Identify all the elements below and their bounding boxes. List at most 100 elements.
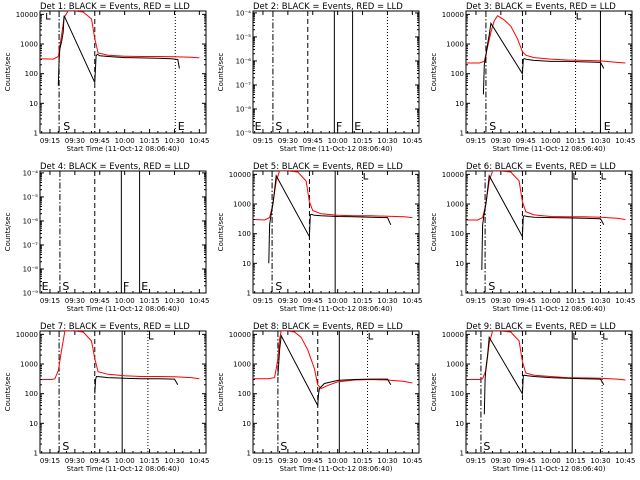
x-tick-label: 10:30: [590, 137, 610, 145]
x-tick-label: 09:45: [516, 457, 536, 465]
x-tick-label: 10:45: [615, 137, 635, 145]
y-tick-label: 1000: [446, 361, 464, 369]
x-tick-label: 10:45: [615, 297, 635, 305]
lld-series-line: [40, 11, 200, 60]
x-tick-label: 10:00: [541, 457, 561, 465]
marker-label: E: [141, 280, 148, 293]
x-tick-label: 09:30: [278, 457, 298, 465]
y-tick-label: 100: [451, 390, 464, 398]
panel-title: Det 3: BLACK = Events, RED = LLD: [466, 2, 616, 12]
x-tick-label: 10:30: [164, 297, 184, 305]
marker-hook: [603, 333, 608, 340]
y-tick-label: 1000: [446, 41, 464, 49]
x-tick-label: 10:15: [352, 457, 372, 465]
marker-hook: [573, 333, 578, 340]
x-tick-label: 09:30: [491, 297, 511, 305]
x-tick-label: 09:30: [491, 457, 511, 465]
y-tick-label: 10: [455, 100, 464, 108]
x-tick-label: 10:15: [352, 137, 372, 145]
y-tick-label: 10000: [442, 171, 464, 179]
x-tick-label: 09:45: [303, 457, 323, 465]
y-tick-label: 1: [460, 130, 464, 138]
plot-frame: [465, 170, 633, 294]
y-axis-label: Counts/sec: [4, 373, 12, 412]
y-tick-label: 1: [34, 130, 38, 138]
x-axis-label: Start Time (11-Oct-12 08:06:40): [280, 305, 393, 313]
y-tick-label: 100: [451, 70, 464, 78]
marker-label: E: [354, 120, 361, 133]
x-tick-label: 10:30: [377, 137, 397, 145]
x-tick-label: 10:15: [565, 137, 585, 145]
marker-label: S: [275, 280, 282, 293]
y-axis-label: Counts/sec: [430, 373, 438, 412]
plot-frame: [39, 170, 207, 294]
y-tick-label: 1000: [233, 361, 251, 369]
x-axis-label: Start Time (11-Oct-12 08:06:40): [67, 305, 180, 313]
plot-frame: [252, 330, 420, 454]
marker-label: S: [489, 120, 496, 133]
x-tick-label: 09:30: [278, 297, 298, 305]
plot-frame: [39, 330, 207, 454]
marker-label: S: [62, 280, 69, 293]
x-tick-label: 10:00: [541, 297, 561, 305]
y-axis-label: Counts/sec: [217, 213, 225, 252]
panel-det-8: Det 8: BLACK = Events, RED = LLD S 1 10 100 1…: [217, 322, 422, 473]
lld-series-line: [466, 15, 626, 64]
y-tick-label: 1: [34, 450, 38, 458]
plot-area: S: [253, 331, 413, 453]
panel-det-7: Det 7: BLACK = Events, RED = LLD S 1 10 100 1…: [4, 322, 209, 473]
y-tick-label: 10⁻⁵: [23, 193, 39, 201]
plot-area: S: [466, 331, 626, 453]
panel-det-5: Det 5: BLACK = Events, RED = LLD S 1 10 100 1…: [217, 162, 422, 313]
y-tick-label: 100: [451, 230, 464, 238]
x-axis-label: Start Time (11-Oct-12 08:06:40): [280, 145, 393, 153]
x-tick-label: 10:00: [115, 457, 135, 465]
x-tick-label: 10:30: [590, 457, 610, 465]
marker-hook: [363, 173, 369, 180]
y-tick-label: 10⁻⁷: [23, 241, 39, 249]
y-tick-label: 1: [247, 450, 251, 458]
x-tick-label: 10:00: [541, 137, 561, 145]
y-tick-label: 10: [29, 420, 38, 428]
x-tick-label: 10:15: [139, 297, 159, 305]
y-tick-label: 10000: [16, 11, 38, 19]
x-tick-label: 09:15: [40, 297, 60, 305]
y-tick-label: 10⁻⁹: [23, 290, 39, 298]
marker-hook: [576, 13, 582, 20]
plot-frame: [252, 10, 420, 134]
panel-title: Det 1: BLACK = Events, RED = LLD: [40, 2, 190, 12]
x-tick-label: 10:15: [139, 457, 159, 465]
y-tick-label: 10000: [229, 171, 251, 179]
y-tick-label: 10⁻⁸: [23, 265, 39, 273]
panel-det-6: Det 6: BLACK = Events, RED = LLD S 1 10 100 1…: [430, 162, 635, 313]
marker-label: F: [123, 280, 129, 293]
plot-frame: [39, 10, 207, 134]
x-tick-label: 10:00: [115, 137, 135, 145]
y-tick-label: 10: [242, 260, 251, 268]
plot-frame: [465, 330, 633, 454]
x-tick-label: 10:30: [164, 137, 184, 145]
panel-det-9: Det 9: BLACK = Events, RED = LLD S 1 10 100 1…: [430, 322, 635, 473]
x-tick-label: 10:45: [615, 457, 635, 465]
y-tick-label: 10000: [442, 11, 464, 19]
y-tick-label: 10000: [16, 331, 38, 339]
marker-label: S: [483, 440, 490, 453]
events-series-line: [57, 15, 180, 86]
y-tick-label: 10: [29, 100, 38, 108]
plot-area: S: [40, 331, 200, 453]
marker-hook: [573, 173, 578, 180]
x-tick-label: 10:15: [565, 297, 585, 305]
panel-title: Det 2: BLACK = Events, RED = LLD: [253, 2, 403, 12]
x-tick-label: 10:15: [139, 137, 159, 145]
events-series-line: [94, 375, 179, 394]
panel-title: Det 5: BLACK = Events, RED = LLD: [253, 162, 403, 172]
panel-title: Det 9: BLACK = Events, RED = LLD: [466, 322, 616, 332]
x-tick-label: 10:00: [328, 457, 348, 465]
plot-frame: [465, 10, 633, 134]
events-series-line: [481, 174, 605, 270]
